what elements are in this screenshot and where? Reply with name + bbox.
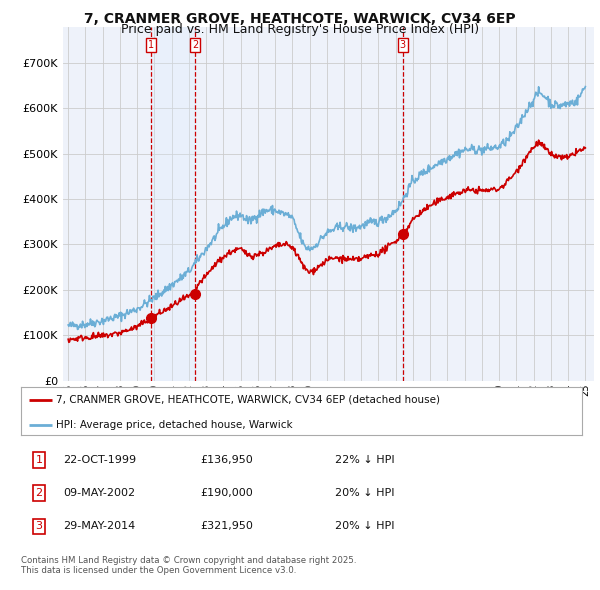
Bar (402, 27, 404, 381)
Text: 20% ↓ HPI: 20% ↓ HPI (335, 522, 395, 531)
Text: 22-OCT-1999: 22-OCT-1999 (63, 455, 136, 465)
Text: 22% ↓ HPI: 22% ↓ HPI (335, 455, 395, 465)
Text: 1: 1 (35, 455, 43, 465)
Text: 7, CRANMER GROVE, HEATHCOTE, WARWICK, CV34 6EP: 7, CRANMER GROVE, HEATHCOTE, WARWICK, CV… (84, 12, 516, 26)
Text: 20% ↓ HPI: 20% ↓ HPI (335, 489, 395, 498)
Bar (151, 27, 195, 381)
Text: 2: 2 (192, 40, 198, 50)
Text: This data is licensed under the Open Government Licence v3.0.: This data is licensed under the Open Gov… (21, 566, 296, 575)
Text: £190,000: £190,000 (200, 489, 253, 498)
Text: Contains HM Land Registry data © Crown copyright and database right 2025.: Contains HM Land Registry data © Crown c… (21, 556, 356, 565)
Text: 29-MAY-2014: 29-MAY-2014 (63, 522, 136, 531)
Text: £136,950: £136,950 (200, 455, 253, 465)
Text: 09-MAY-2002: 09-MAY-2002 (63, 489, 135, 498)
Text: 3: 3 (400, 40, 406, 50)
Text: 2: 2 (35, 489, 43, 498)
Text: 1: 1 (148, 40, 154, 50)
Text: 7, CRANMER GROVE, HEATHCOTE, WARWICK, CV34 6EP (detached house): 7, CRANMER GROVE, HEATHCOTE, WARWICK, CV… (56, 395, 440, 405)
Text: HPI: Average price, detached house, Warwick: HPI: Average price, detached house, Warw… (56, 419, 292, 430)
Text: 3: 3 (35, 522, 43, 531)
Text: Price paid vs. HM Land Registry's House Price Index (HPI): Price paid vs. HM Land Registry's House … (121, 23, 479, 36)
Text: £321,950: £321,950 (200, 522, 253, 531)
